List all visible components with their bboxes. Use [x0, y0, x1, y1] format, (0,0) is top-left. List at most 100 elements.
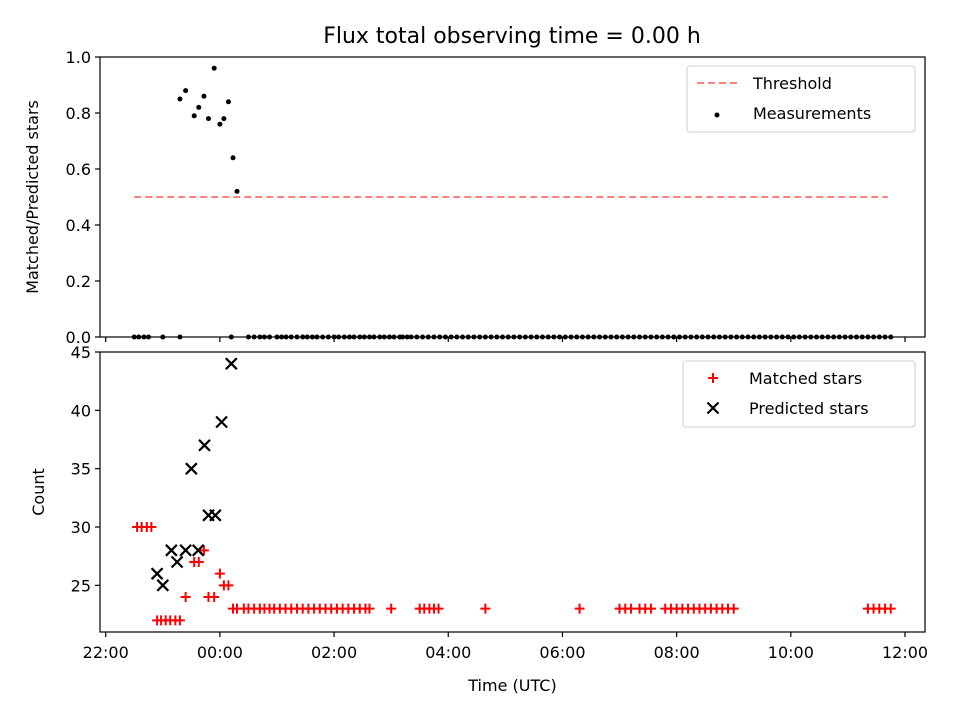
measurement-point: [341, 334, 347, 340]
measurement-point: [314, 334, 320, 340]
legend-label: Measurements: [753, 104, 871, 123]
matched-star-point: [146, 522, 157, 532]
series-measurements: [131, 65, 894, 340]
measurement-point: [320, 334, 326, 340]
measurement-point: [882, 334, 888, 340]
predicted-star-point: [165, 544, 178, 557]
measurement-point: [400, 334, 406, 340]
y-tick-label: 0.0: [66, 328, 91, 347]
measurement-point: [762, 334, 768, 340]
measurement-point: [251, 334, 257, 340]
measurement-point: [494, 334, 500, 340]
measurement-point: [294, 334, 300, 340]
x-tick-label: 02:00: [311, 643, 357, 662]
measurement-point: [859, 334, 865, 340]
measurement-point: [728, 334, 734, 340]
y-tick-label: 45: [71, 343, 91, 362]
measurement-point: [351, 334, 357, 340]
legend-matched-marker: [708, 373, 718, 383]
predicted-star-point: [156, 579, 170, 592]
measurement-point: [511, 334, 517, 340]
measurement-point: [279, 334, 285, 340]
top-panel: 0.0 0.2 0.4 0.6 0.8 1.0 Matched/Predicted star…: [23, 48, 926, 347]
measurement-point: [631, 334, 637, 340]
measurement-point: [534, 334, 540, 340]
y-tick-label: 30: [71, 518, 91, 537]
measurement-point: [825, 334, 831, 340]
axes-frame: [99, 351, 926, 633]
measurement-point: [619, 334, 625, 340]
matched-star-point: [728, 603, 739, 614]
measurement-point: [614, 334, 620, 340]
y-axis-label: Matched/Predicted stars: [23, 100, 42, 294]
measurement-point: [522, 334, 528, 340]
measurement-point: [642, 334, 648, 340]
measurement-point: [779, 334, 785, 340]
legend: Matched stars Predicted stars: [682, 360, 916, 428]
measurement-point: [217, 121, 223, 127]
y-tick-label: 0.2: [66, 272, 91, 291]
measurement-point: [842, 334, 848, 340]
measurement-point: [500, 334, 506, 340]
series-matched-stars: [132, 522, 896, 626]
measurement-point: [608, 334, 614, 340]
measurement-point: [177, 334, 183, 340]
measurement-point: [517, 334, 523, 340]
measurement-point: [785, 334, 791, 340]
y-tick-label: 40: [71, 401, 91, 420]
legend-predicted-marker: [706, 401, 720, 415]
measurement-point: [261, 334, 267, 340]
measurement-point: [357, 334, 363, 340]
measurement-point: [648, 334, 654, 340]
predicted-star-point: [150, 567, 164, 580]
measurement-point: [831, 334, 837, 340]
measurement-point: [274, 334, 280, 340]
y-tick-label: 25: [71, 576, 91, 595]
measurement-point: [437, 334, 443, 340]
measurement-point: [557, 334, 563, 340]
measurement-point: [414, 334, 420, 340]
measurement-point: [460, 334, 466, 340]
measurement-point: [234, 188, 240, 194]
measurement-point: [336, 334, 342, 340]
predicted-star-point: [191, 544, 205, 557]
measurement-point: [699, 334, 705, 340]
x-tick-label: 00:00: [197, 643, 243, 662]
predicted-star-point: [225, 357, 238, 370]
legend-box: [686, 65, 916, 133]
measurement-point: [734, 334, 740, 340]
measurement-point: [386, 334, 392, 340]
measurement-point: [694, 334, 700, 340]
measurement-point: [579, 334, 585, 340]
measurement-point: [408, 334, 414, 340]
matched-star-point: [433, 603, 444, 614]
measurement-point: [819, 334, 825, 340]
measurement-point: [245, 334, 251, 340]
matched-star-point: [645, 603, 656, 614]
measurement-point: [848, 334, 854, 340]
measurement-point: [221, 116, 227, 122]
measurement-point: [676, 334, 682, 340]
bottom-panel: 25 30 35 40 45 22:00 00:00 02:00 04:00 06:00 08:00…: [29, 343, 928, 695]
measurement-point: [528, 334, 534, 340]
measurement-point: [141, 334, 147, 340]
measurement-point: [722, 334, 728, 340]
y-tick-label: 0.4: [66, 216, 91, 235]
measurement-point: [454, 334, 460, 340]
measurement-point: [201, 93, 207, 99]
measurement-point: [756, 334, 762, 340]
measurement-point: [705, 334, 711, 340]
measurement-point: [768, 334, 774, 340]
measurement-point: [366, 334, 372, 340]
matched-star-point: [386, 603, 397, 614]
measurement-point: [183, 88, 189, 94]
matched-star-point: [198, 545, 209, 556]
measurement-point: [551, 334, 557, 340]
measurement-point: [471, 334, 477, 340]
matched-star-point: [174, 615, 185, 626]
measurement-point: [442, 334, 448, 340]
measurement-point: [751, 334, 757, 340]
y-tick-label: 35: [71, 460, 91, 479]
measurement-point: [808, 334, 814, 340]
matched-star-point: [193, 557, 204, 567]
